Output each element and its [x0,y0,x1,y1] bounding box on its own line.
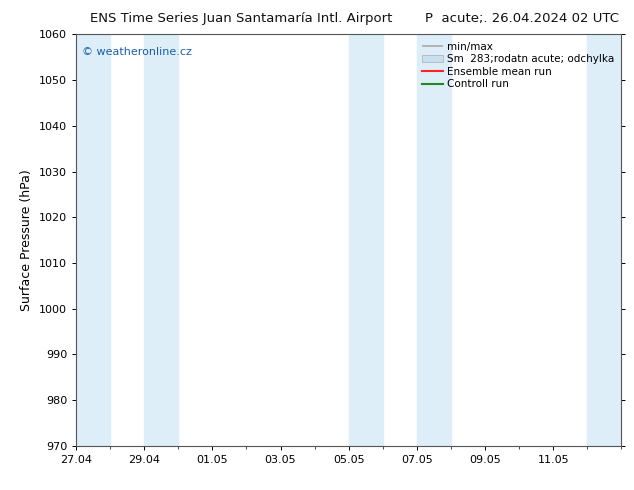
Y-axis label: Surface Pressure (hPa): Surface Pressure (hPa) [20,169,34,311]
Text: © weatheronline.cz: © weatheronline.cz [82,47,191,57]
Bar [349,34,383,446]
Legend: min/max, Sm  283;rodatn acute; odchylka, Ensemble mean run, Controll run: min/max, Sm 283;rodatn acute; odchylka, … [420,40,616,92]
Bar [76,34,110,446]
Bar [587,34,621,446]
Text: ENS Time Series Juan Santamaría Intl. Airport: ENS Time Series Juan Santamaría Intl. Ai… [90,12,392,25]
Bar [417,34,451,446]
Text: P  acute;. 26.04.2024 02 UTC: P acute;. 26.04.2024 02 UTC [425,12,619,25]
Bar [144,34,178,446]
